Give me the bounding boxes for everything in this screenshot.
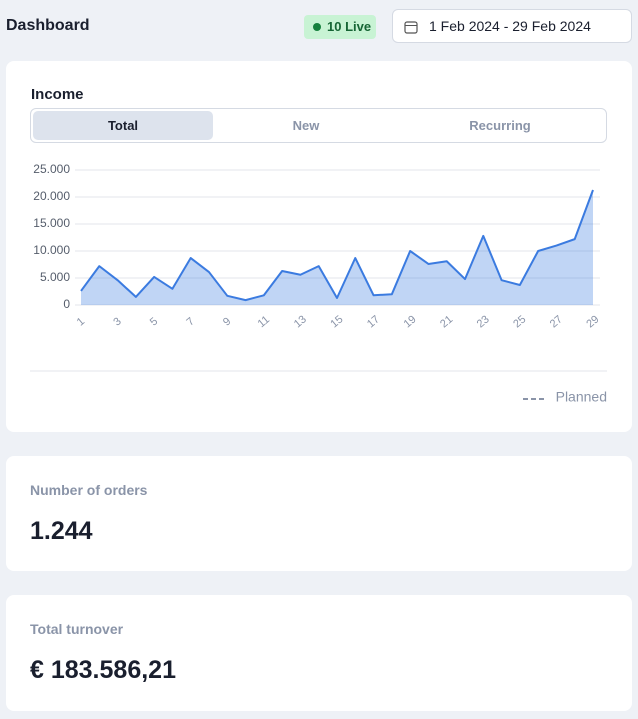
card-label: Number of orders	[30, 482, 148, 498]
turnover-card: Total turnover € 183.586,21	[6, 595, 632, 711]
orders-card: Number of orders 1.244	[6, 456, 632, 571]
date-picker[interactable]: 1 Feb 2024 - 29 Feb 2024	[392, 9, 632, 43]
card-label: Total turnover	[30, 621, 124, 637]
date-range: 1 Feb 2024 - 29 Feb 2024	[429, 18, 591, 34]
card-value: € 183.586,21	[30, 656, 176, 684]
chart-title: Income	[31, 86, 84, 103]
live-badge: 10 Live	[304, 15, 376, 39]
page-title: Dashboard	[6, 17, 90, 34]
tab[interactable]: Recurring	[469, 118, 531, 133]
tab[interactable]: New	[292, 118, 320, 133]
tab-bar: Total New Recurring	[30, 108, 607, 143]
calendar-icon	[404, 21, 418, 34]
card-value: 1.244	[30, 517, 93, 545]
tab[interactable]: Total	[33, 111, 213, 140]
